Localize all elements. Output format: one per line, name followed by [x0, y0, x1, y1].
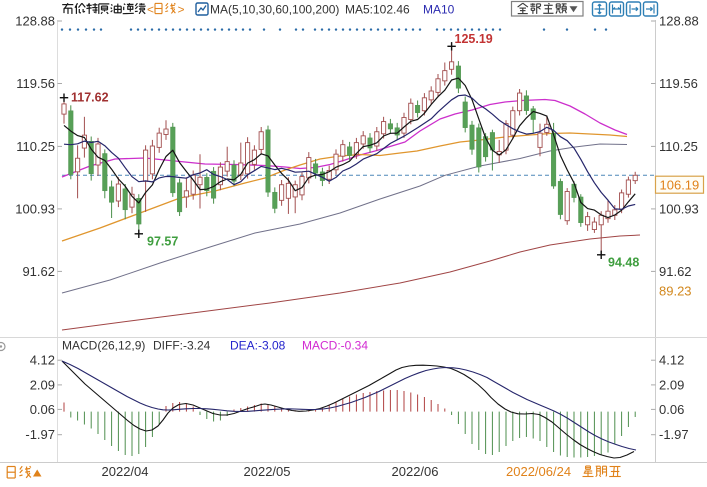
svg-text:2022/06/24: 2022/06/24	[506, 464, 571, 479]
svg-text:<: <	[147, 3, 154, 17]
svg-text:2.09: 2.09	[30, 377, 55, 392]
svg-text:-1.97: -1.97	[25, 427, 55, 442]
svg-text:-1.97: -1.97	[659, 427, 689, 442]
svg-text:100.93: 100.93	[15, 201, 55, 216]
svg-text:DIFF:-3.24: DIFF:-3.24	[153, 339, 211, 353]
svg-text:4.12: 4.12	[659, 353, 684, 368]
svg-text:>: >	[178, 3, 185, 17]
svg-text:2.09: 2.09	[659, 377, 684, 392]
svg-text:128.88: 128.88	[15, 14, 55, 29]
svg-text:100.93: 100.93	[659, 201, 699, 216]
svg-text:97.57: 97.57	[147, 235, 178, 249]
svg-text:DEA:-3.08: DEA:-3.08	[230, 339, 286, 353]
svg-text:MACD:-0.34: MACD:-0.34	[302, 339, 368, 353]
svg-text:117.62: 117.62	[71, 91, 109, 105]
svg-text:91.62: 91.62	[22, 264, 55, 279]
svg-text:0.06: 0.06	[659, 402, 684, 417]
svg-text:MA(5,10,30,60,100,200): MA(5,10,30,60,100,200)	[210, 3, 339, 17]
svg-text:110.25: 110.25	[659, 139, 698, 154]
svg-text:2022/04: 2022/04	[102, 464, 149, 479]
svg-text:106.19: 106.19	[660, 177, 700, 192]
svg-text:91.62: 91.62	[659, 264, 692, 279]
svg-text:MA10: MA10	[423, 3, 455, 17]
svg-text:128.88: 128.88	[659, 14, 699, 29]
svg-text:2022/05: 2022/05	[244, 464, 291, 479]
svg-text:MACD(26,12,9): MACD(26,12,9)	[62, 339, 145, 353]
svg-text:4.12: 4.12	[30, 353, 55, 368]
svg-text:119.56: 119.56	[659, 76, 698, 91]
svg-text:94.48: 94.48	[608, 256, 639, 270]
svg-text:110.25: 110.25	[16, 139, 55, 154]
svg-text:0.06: 0.06	[30, 402, 55, 417]
svg-text:125.19: 125.19	[455, 32, 493, 46]
svg-text:MA5:102.46: MA5:102.46	[345, 3, 410, 17]
svg-text:89.23: 89.23	[659, 284, 692, 299]
svg-text:119.56: 119.56	[16, 76, 55, 91]
svg-text:2022/06: 2022/06	[392, 464, 439, 479]
